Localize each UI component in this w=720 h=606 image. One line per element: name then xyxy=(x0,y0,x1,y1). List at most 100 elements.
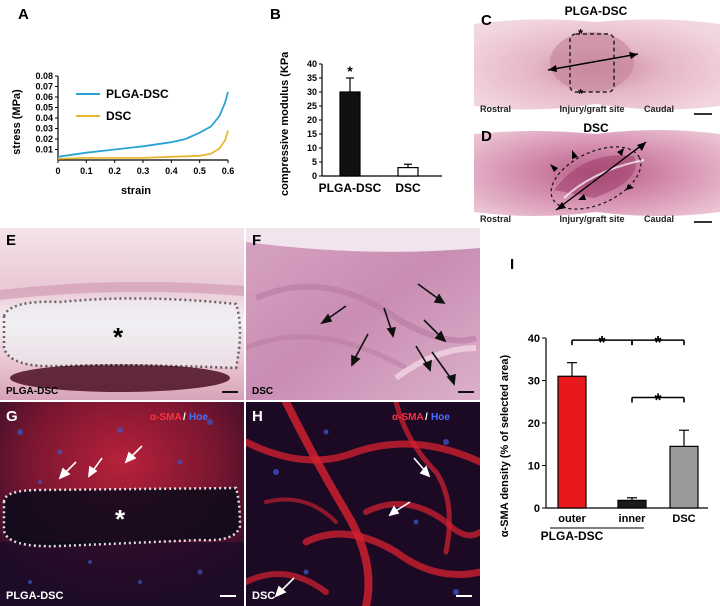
panel-c-rostral: Rostral xyxy=(480,104,511,114)
scaffold-outline xyxy=(2,486,242,548)
y-tick-label: 0.08 xyxy=(35,71,53,81)
bar-inner xyxy=(617,499,647,509)
panel-label-a: A xyxy=(18,6,29,23)
panel-c-histology: PLGA-DSC Rostral Injury/graft site Cauda… xyxy=(474,2,720,118)
x-tick-label: 0.5 xyxy=(193,166,206,176)
legend-label: DSC xyxy=(106,109,132,123)
compressive-modulus-chart: 0 5 10 15 20 25 30 35 40 PLGA-DSC * DSC compressiv… xyxy=(279,52,442,196)
panel-label-h: H xyxy=(252,408,263,425)
panel-label-d: D xyxy=(481,128,492,145)
panel-label-f: F xyxy=(252,232,262,249)
y-tick-label: 25 xyxy=(307,101,317,111)
bar-dsc xyxy=(397,166,419,177)
chart-a-lines xyxy=(57,91,229,160)
panel-d-caudal: Caudal xyxy=(644,214,674,224)
x-tick-label: 0.2 xyxy=(108,166,121,176)
bracket-outer-inner-mark: * xyxy=(598,333,605,353)
bracket-inner-dsc-top-mark: * xyxy=(654,333,661,353)
panel-g-stain-sep: / xyxy=(183,412,186,423)
panel-c-title: PLGA-DSC xyxy=(565,4,628,18)
y-tick-label: 10 xyxy=(528,461,540,473)
category-label: PLGA-DSC xyxy=(319,181,382,195)
panel-d-site: Injury/graft site xyxy=(559,214,624,224)
y-tick-label: 30 xyxy=(307,87,317,97)
y-tick-label: 0.03 xyxy=(35,124,53,134)
category-label: outer xyxy=(558,513,586,525)
chart-a-xlabel: strain xyxy=(121,185,151,197)
panel-g-caption: PLGA-DSC xyxy=(6,590,64,602)
scaffold-outline xyxy=(2,297,242,370)
panel-label-i: I xyxy=(510,256,515,273)
panel-h-immunofluorescence: α-SMA / Hoe xyxy=(246,402,480,606)
y-tick-label: 0.02 xyxy=(35,134,53,144)
x-tick-label: 0.6 xyxy=(222,166,235,176)
asma-density-chart: 0 10 20 30 40 outer inner DSC * * * α-SMA densit… xyxy=(499,333,708,543)
category-label: inner xyxy=(619,513,647,525)
chart-a-legend: PLGA-DSC DSC xyxy=(76,87,169,123)
x-tick-label: 0.1 xyxy=(80,166,93,176)
significance-mark: * xyxy=(347,63,353,79)
y-tick-label: 15 xyxy=(307,129,317,139)
panel-e-asterisk: * xyxy=(113,322,124,352)
panel-h-stain-2: Hoe xyxy=(431,412,450,423)
y-tick-label: 0.04 xyxy=(35,113,53,123)
panel-label-g: G xyxy=(6,408,18,425)
chart-b-ticks: 0 5 10 15 20 25 30 35 40 xyxy=(307,59,322,181)
panel-g-asterisk: * xyxy=(115,504,126,534)
chart-i-group-label: PLGA-DSC xyxy=(541,529,604,543)
y-tick-label: 35 xyxy=(307,73,317,83)
panel-c-asterisk-bottom: * xyxy=(578,86,584,101)
x-tick-label: 0 xyxy=(55,166,60,176)
series-line-plga-dsc xyxy=(57,91,229,158)
category-label: DSC xyxy=(395,181,421,195)
chart-b-ylabel: compressive modulus (KPa) xyxy=(279,52,291,196)
x-tick-label: 0.4 xyxy=(165,166,178,176)
panel-label-c: C xyxy=(481,12,492,29)
chart-a-ticks: 0 0.1 0.2 0.3 0.4 0.5 0.60.010.020.030.040.050… xyxy=(35,71,234,176)
y-tick-label: 30 xyxy=(528,376,540,388)
panel-d-title: DSC xyxy=(583,121,609,135)
panel-e-histology: * xyxy=(0,228,244,400)
graft-site-outline xyxy=(550,146,642,210)
panel-d-histology: DSC Rostral Injury/graft site Caudal xyxy=(474,120,720,226)
panel-c-asterisk-top: * xyxy=(578,26,584,41)
y-tick-label: 40 xyxy=(528,333,540,345)
graft-site-box xyxy=(569,33,615,93)
panel-g-immunofluorescence: * α-SMA / Hoe xyxy=(0,402,244,606)
stress-strain-chart: 0 0.1 0.2 0.3 0.4 0.5 0.60.010.020.030.040.050… xyxy=(11,71,234,197)
panel-c-site: Injury/graft site xyxy=(559,104,624,114)
panel-d-rostral: Rostral xyxy=(480,214,511,224)
panel-h-stain-1: α-SMA xyxy=(392,412,424,423)
panel-f-caption: DSC xyxy=(252,386,274,397)
chart-i-ylabel: α-SMA density (% of selected area) xyxy=(499,354,511,537)
chart-i-significance: * * * xyxy=(571,333,685,411)
y-tick-label: 0.06 xyxy=(35,92,53,102)
panel-label-b: B xyxy=(270,6,281,23)
x-tick-label: 0.3 xyxy=(137,166,150,176)
y-tick-label: 0.01 xyxy=(35,145,53,155)
panel-c-caudal: Caudal xyxy=(644,104,674,114)
y-tick-label: 0 xyxy=(312,171,317,181)
chart-a-ylabel: stress (MPa) xyxy=(11,89,23,155)
series-line-dsc xyxy=(57,130,229,160)
panel-g-stain-1: α-SMA xyxy=(150,412,182,423)
chart-i-ticks: 0 10 20 30 40 xyxy=(528,333,546,515)
y-tick-label: 0.07 xyxy=(35,82,53,92)
y-tick-label: 10 xyxy=(307,143,317,153)
y-tick-label: 0 xyxy=(534,503,540,515)
bar-outer xyxy=(557,375,587,509)
bar-dsc xyxy=(669,445,699,509)
chart-b-bars: PLGA-DSC * DSC xyxy=(319,63,421,195)
panel-h-caption: DSC xyxy=(252,590,276,602)
panel-e-caption: PLGA-DSC xyxy=(6,386,59,397)
y-tick-label: 40 xyxy=(307,59,317,69)
category-label: DSC xyxy=(672,513,695,525)
bar-plga-dsc xyxy=(339,91,361,177)
legend-label: PLGA-DSC xyxy=(106,87,169,101)
y-tick-label: 20 xyxy=(528,418,540,430)
panel-f-histology xyxy=(246,228,480,400)
y-tick-label: 5 xyxy=(312,157,317,167)
bracket-inner-dsc-mark: * xyxy=(654,391,661,411)
panel-h-stain-sep: / xyxy=(425,412,428,423)
